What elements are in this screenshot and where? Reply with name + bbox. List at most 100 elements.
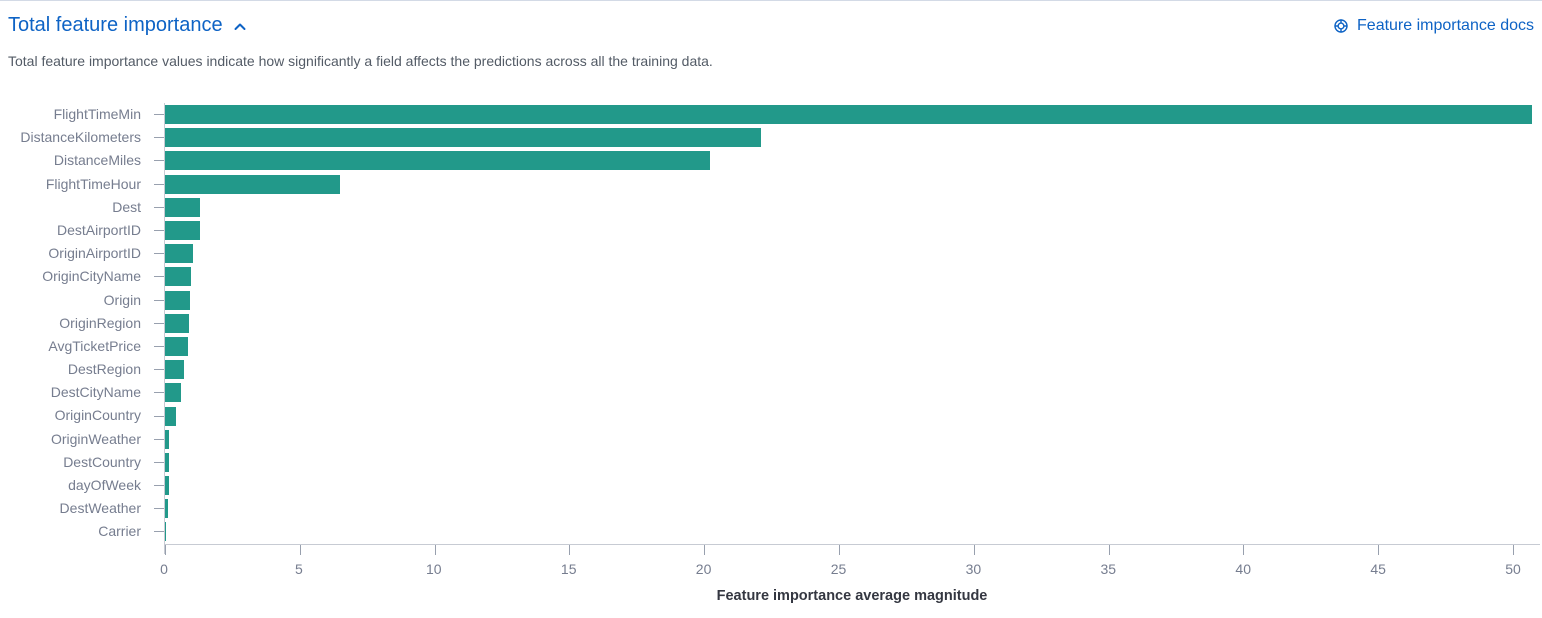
feature-importance-chart: FlightTimeMin DistanceKilometers DistanceM… [0,103,1542,605]
x-axis-tick-label: 0 [160,560,168,577]
chart-row: OriginAirportID [0,242,1542,266]
y-axis-tick [154,461,164,463]
x-axis-tick-label: 10 [426,560,442,577]
y-axis-label: DestCountry [63,453,141,470]
x-axis-tick [299,544,301,555]
chart-row: FlightTimeHour [0,172,1542,196]
y-axis-label: DestWeather [59,500,141,517]
chart-bar[interactable] [165,313,190,333]
x-axis-labels-row: 0 5 10 15 20 25 30 35 40 45 50 [0,554,1542,578]
x-axis-tick-label: 15 [560,560,577,577]
chart-row: FlightTimeMin [0,103,1542,127]
y-axis-tick [154,415,164,417]
chart-row: DistanceMiles [0,149,1542,173]
chart-row: Origin [0,288,1542,312]
chart-row: OriginWeather [0,427,1542,451]
y-axis-label: DistanceMiles [53,152,141,169]
x-axis-tick [1378,544,1380,555]
chart-bar[interactable] [165,105,1532,125]
chart-bar[interactable] [165,174,341,194]
y-axis-label: DestAirportID [56,221,141,238]
chart-bar[interactable] [165,406,176,426]
y-axis-tick [154,345,164,347]
section-header: Total feature importance Feature importa… [8,1,1534,37]
chart-row: OriginCityName [0,265,1542,289]
x-axis-tick [704,544,706,555]
chart-bar[interactable] [165,151,710,171]
chart-bar[interactable] [165,244,194,264]
x-axis-line [164,543,1540,555]
y-axis-tick [154,508,164,510]
chart-row: DistanceKilometers [0,126,1542,150]
x-axis-tick [839,544,841,555]
y-axis-label: DestRegion [67,361,141,378]
x-axis-tick [434,544,436,555]
x-axis-tick [973,544,975,555]
total-feature-importance-toggle[interactable]: Total feature importance [8,14,248,37]
y-axis-tick [154,206,164,208]
y-axis-tick [154,392,164,394]
x-axis-tick [569,544,571,555]
section-description: Total feature importance values indicate… [8,53,713,69]
x-axis-title: Feature importance average magnitude [716,587,988,604]
x-axis-tick-label: 25 [830,560,847,577]
x-axis-title-row: Feature importance average magnitude [0,578,1542,605]
x-axis-tick [1108,544,1110,555]
y-axis-tick [154,438,164,440]
y-axis-label: DestCityName [50,384,141,401]
y-axis-tick [154,114,164,116]
chart-row: DestCountry [0,450,1542,474]
y-axis-label: FlightTimeHour [45,175,141,192]
chevron-up-icon [232,18,248,34]
y-axis-tick [154,230,164,232]
chart-rows: FlightTimeMin DistanceKilometers DistanceM… [0,103,1542,544]
y-axis-tick [154,137,164,139]
x-axis-tick-label: 40 [1235,560,1251,577]
y-axis-tick [154,299,164,301]
chart-bar[interactable] [165,128,761,148]
chart-row: OriginRegion [0,311,1542,335]
chart-bar[interactable] [165,522,166,542]
y-axis-tick [154,160,164,162]
x-axis-tick [1513,544,1515,555]
y-axis-tick [154,485,164,487]
chart-bar[interactable] [165,336,188,356]
chart-bar[interactable] [165,499,169,519]
x-axis-labels: 0 5 10 15 20 25 30 35 40 45 50 [160,554,1540,578]
chart-bar[interactable] [165,267,191,287]
chart-bar[interactable] [165,476,169,496]
chart-row: DestWeather [0,497,1542,521]
chart-bar[interactable] [165,452,170,472]
y-axis-label: OriginWeather [50,430,141,447]
chart-row: dayOfWeek [0,474,1542,498]
x-axis [0,543,1542,555]
chart-bar[interactable] [165,197,201,217]
y-axis-label: dayOfWeek [68,477,141,493]
documentation-icon [1333,18,1349,34]
y-axis-label: Dest [112,198,141,215]
chart-row: OriginCountry [0,404,1542,428]
y-axis-label: OriginRegion [59,314,141,331]
chart-bar[interactable] [165,360,184,380]
feature-importance-docs-link[interactable]: Feature importance docs [1333,17,1534,35]
y-axis-tick [154,369,164,371]
y-axis-label: OriginCityName [42,268,141,285]
x-axis-tick-label: 30 [965,560,982,577]
y-axis-tick [154,183,164,185]
y-axis-label: DistanceKilometers [20,129,141,146]
chart-bar[interactable] [165,429,170,449]
x-axis-tick-label: 20 [695,560,712,577]
chart-bar[interactable] [165,290,190,310]
chart-bar[interactable] [165,383,181,403]
chart-row: DestCityName [0,381,1542,405]
y-axis-label: OriginAirportID [48,245,141,262]
x-axis-tick-label: 50 [1505,560,1521,577]
section-title: Total feature importance [8,14,223,36]
chart-row: Dest [0,195,1542,219]
x-axis-tick-label: 35 [1100,560,1117,577]
chart-row: DestRegion [0,358,1542,382]
x-axis-tick [165,544,166,555]
y-axis-tick [154,276,164,278]
chart-bar[interactable] [165,221,200,241]
chart-row: AvgTicketPrice [0,334,1542,359]
